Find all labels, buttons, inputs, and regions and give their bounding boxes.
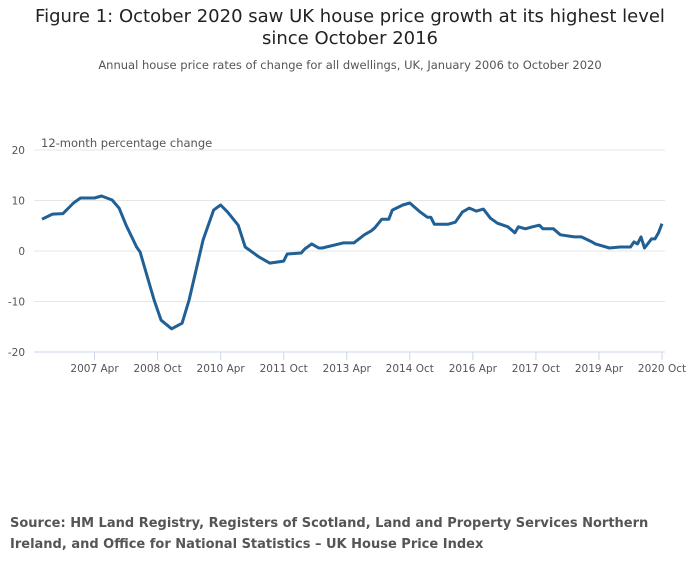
gridlines [34,149,665,353]
x-tick-label: 2011 Oct [260,363,308,375]
x-ticks: 2007 Apr 2008 Oct 2010 Apr 2011 Oct 2013 Apr… [70,352,686,375]
y-tick-label: 20 [12,145,25,157]
y-tick-label: -20 [8,347,25,359]
series-line [41,194,664,331]
x-tick-label: 2017 Oct [512,363,560,375]
source-note: Source: HM Land Registry, Registers of S… [10,516,649,552]
chart-title: Figure 1: October 2020 saw UK house pric… [35,6,665,49]
x-tick-label: 2008 Oct [133,363,181,375]
x-tick-label: 2016 Apr [449,363,498,375]
x-tick-label: 2019 Apr [575,363,624,375]
x-tick-label: 2020 Oct [638,363,686,375]
y-tick-label: -10 [8,297,25,309]
line-chart: 12-month percentage change 20 10 0 -10 -20 2… [8,136,686,375]
y-tick-label: 10 [12,196,25,208]
y-tick-label: 0 [18,246,25,258]
x-tick-label: 2010 Apr [197,363,246,375]
x-tick-label: 2014 Oct [386,363,434,375]
x-tick-label: 2007 Apr [70,363,119,375]
chart-subtitle: Annual house price rates of change for a… [98,58,602,72]
y-axis-label: 12-month percentage change [41,136,212,150]
y-ticks: 20 10 0 -10 -20 [8,145,25,359]
x-tick-label: 2013 Apr [323,363,372,375]
